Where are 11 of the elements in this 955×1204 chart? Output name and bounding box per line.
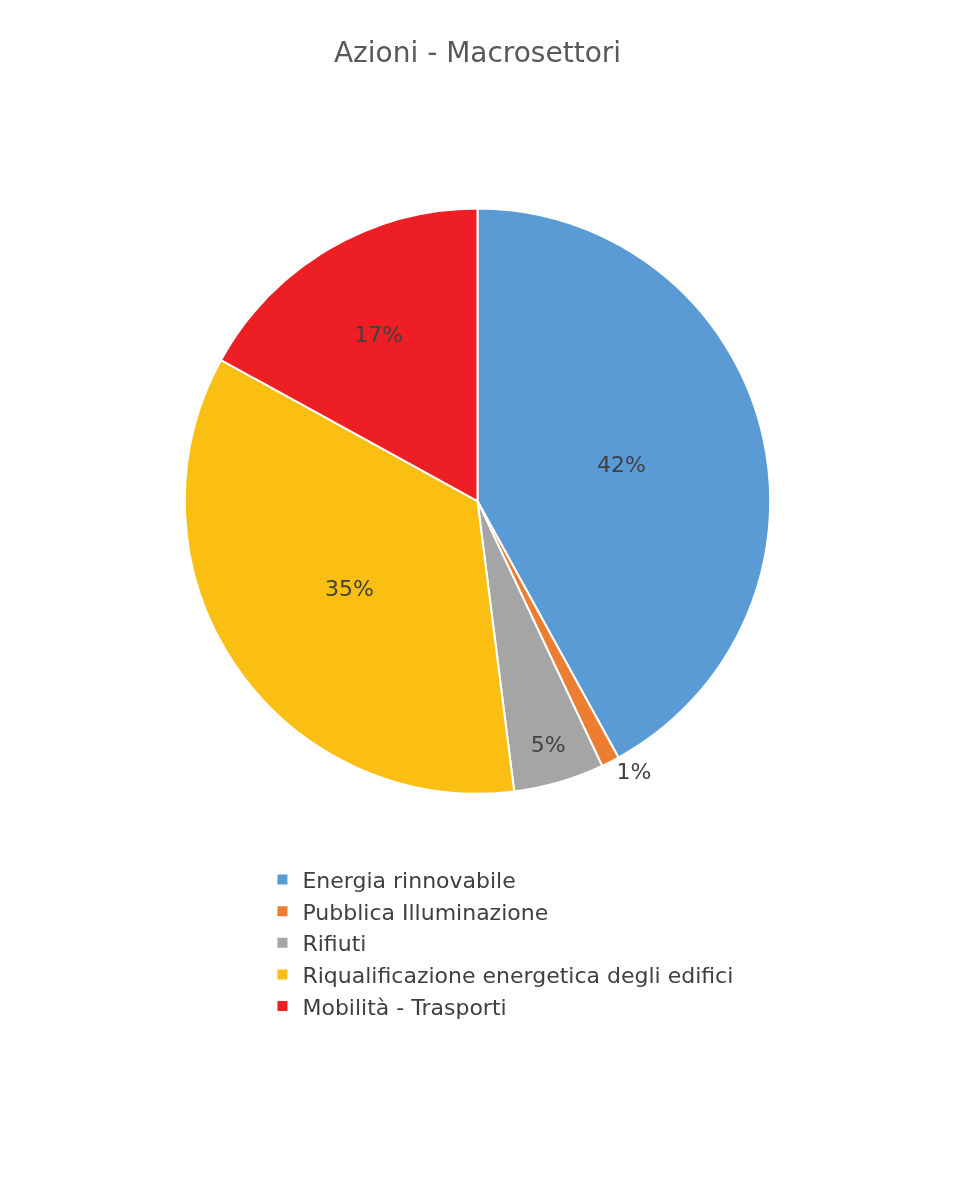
data-label: 35% — [325, 575, 374, 601]
data-label: 1% — [616, 759, 652, 785]
legend-label: Pubblica Illuminazione — [302, 899, 549, 925]
legend-label: Rifiuti — [302, 931, 367, 957]
legend-label: Mobilità - Trasporti — [302, 994, 507, 1020]
legend-label: Riqualificazione energetica degli edifici — [302, 962, 734, 988]
data-label: 17% — [354, 321, 404, 347]
legend-label: Energia rinnovabile — [302, 868, 516, 894]
chart-title: Azioni - Macrosettori — [333, 35, 622, 69]
data-label: 42% — [597, 451, 646, 477]
data-label: 5% — [530, 731, 566, 757]
